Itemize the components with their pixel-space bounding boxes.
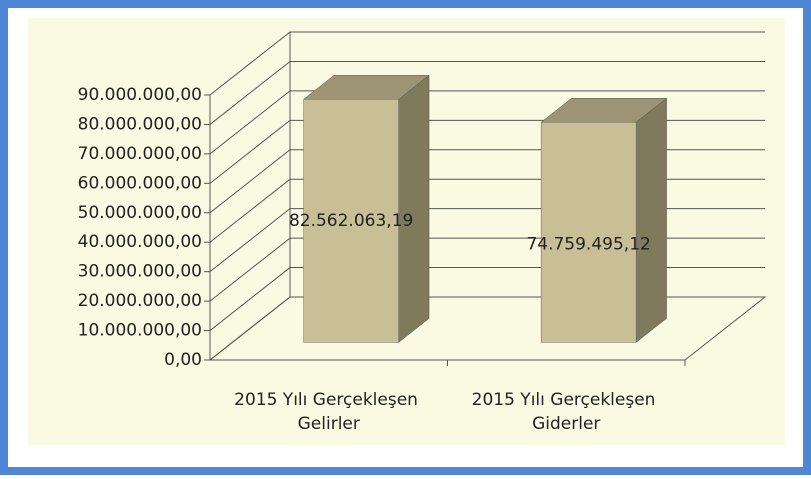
y-tick-label: 10.000.000,00	[78, 321, 202, 341]
plot: 0,00 10.000.000,00 20.000.000,00 30.000.000…	[78, 31, 767, 434]
y-tick-label: 40.000.000,00	[78, 232, 202, 252]
bar-side	[398, 74, 430, 343]
x-tick-label: 2015 Yılı Gerçekleşen Gelirler	[234, 390, 423, 434]
x-tick-label-line: Giderler	[532, 414, 600, 434]
bar	[303, 99, 399, 343]
y-tick-label: 50.000.000,00	[78, 203, 202, 223]
grid-line	[209, 60, 765, 125]
y-tick-label: 20.000.000,00	[78, 291, 202, 311]
x-tick-label-line: 2015 Yılı Gerçekleşen	[472, 390, 661, 410]
data-label: 74.759.495,12	[526, 234, 650, 254]
bar-side	[635, 97, 667, 343]
x-tick-label: 2015 Yılı Gerçekleşen Giderler	[472, 390, 661, 434]
x-tick-label-line: Gelirler	[298, 414, 360, 434]
y-tick-label: 80.000.000,00	[78, 114, 202, 134]
grid-line	[209, 90, 765, 155]
y-tick-label: 70.000.000,00	[78, 144, 202, 164]
x-tick-label-line: 2015 Yılı Gerçekleşen	[234, 390, 423, 410]
grid-line	[209, 31, 765, 96]
y-tick-label: 0,00	[164, 350, 202, 370]
y-tick-label: 30.000.000,00	[78, 262, 202, 282]
y-tick-label: 60.000.000,00	[78, 173, 202, 193]
y-tick-label: 90.000.000,00	[78, 85, 202, 105]
bar	[540, 121, 637, 343]
data-label: 82.562.063,19	[289, 211, 413, 231]
